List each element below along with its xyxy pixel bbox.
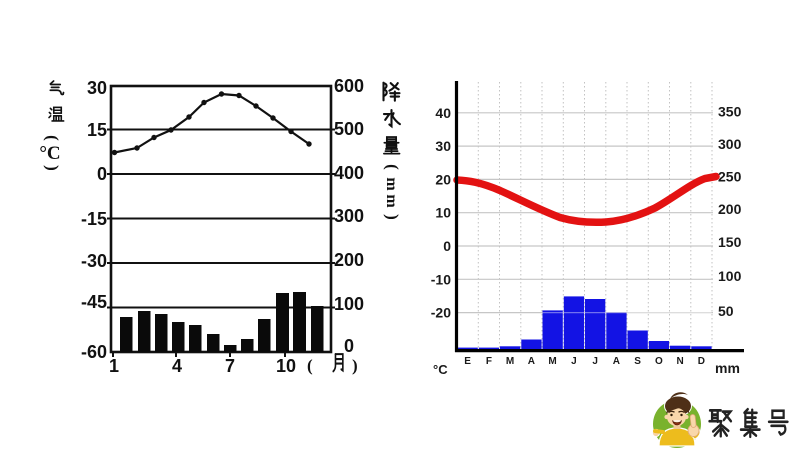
svg-text:10: 10 (435, 205, 451, 221)
svg-text:-20: -20 (431, 305, 451, 321)
svg-text:0: 0 (443, 238, 451, 254)
svg-text:0: 0 (97, 164, 107, 184)
svg-text:): ) (352, 356, 358, 375)
svg-text:350: 350 (718, 104, 742, 120)
svg-text:500: 500 (334, 119, 364, 139)
svg-text:S: S (634, 356, 641, 367)
svg-text:N: N (676, 356, 683, 367)
svg-text:50: 50 (718, 303, 734, 319)
svg-text:(: ( (383, 164, 402, 170)
svg-text:400: 400 (334, 163, 364, 183)
svg-text:A: A (528, 356, 535, 367)
svg-text:M: M (548, 356, 556, 367)
svg-text:40: 40 (435, 105, 451, 121)
svg-text:10: 10 (276, 356, 296, 376)
svg-text:15: 15 (87, 120, 107, 140)
svg-text:-45: -45 (81, 292, 107, 312)
svg-text:mm: mm (715, 360, 740, 376)
svg-text:20: 20 (435, 171, 451, 187)
svg-text:(: ( (307, 356, 313, 375)
svg-text:7: 7 (225, 356, 235, 376)
svg-text:-60: -60 (81, 342, 107, 362)
svg-text:100: 100 (334, 294, 364, 314)
svg-text:1: 1 (109, 356, 119, 376)
svg-text:(: ( (43, 135, 62, 141)
svg-text:200: 200 (718, 201, 742, 217)
svg-text:°C: °C (433, 362, 448, 377)
svg-text:): ) (43, 165, 62, 171)
svg-text:30: 30 (435, 138, 451, 154)
svg-text:m: m (383, 194, 400, 208)
svg-text:°C: °C (39, 143, 60, 164)
svg-text:250: 250 (718, 169, 742, 185)
svg-text:300: 300 (718, 136, 742, 152)
svg-text:): ) (383, 214, 402, 220)
svg-text:4: 4 (172, 356, 182, 376)
svg-text:-30: -30 (81, 251, 107, 271)
svg-text:m: m (383, 177, 400, 191)
svg-text:-10: -10 (431, 271, 451, 287)
svg-text:D: D (698, 356, 705, 367)
svg-text:150: 150 (718, 234, 742, 250)
svg-text:E: E (464, 356, 471, 367)
svg-text:600: 600 (334, 76, 364, 96)
svg-text:F: F (486, 356, 492, 367)
svg-text:300: 300 (334, 206, 364, 226)
svg-text:A: A (613, 356, 620, 367)
svg-text:M: M (506, 356, 514, 367)
svg-text:-15: -15 (81, 209, 107, 229)
svg-text:J: J (592, 356, 598, 367)
svg-text:0: 0 (344, 336, 354, 356)
svg-text:30: 30 (87, 78, 107, 98)
svg-text:100: 100 (718, 268, 742, 284)
svg-text:O: O (655, 356, 663, 367)
svg-text:J: J (571, 356, 577, 367)
svg-text:200: 200 (334, 250, 364, 270)
